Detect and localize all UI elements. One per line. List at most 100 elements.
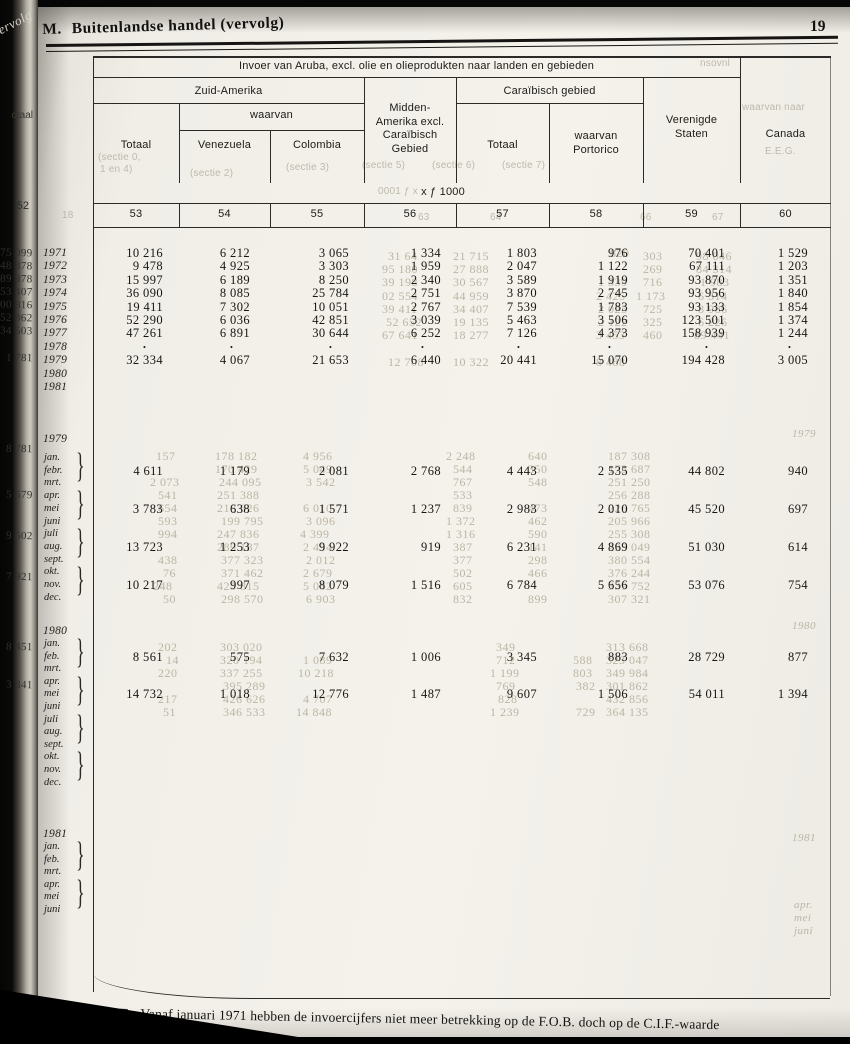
- spine-fragment: 48 878: [0, 259, 34, 273]
- year-label: 1973: [43, 273, 68, 286]
- data-cell: 1 351: [777, 272, 808, 287]
- data-cell: 8 085: [219, 286, 250, 301]
- data-cell: 1 516: [410, 578, 441, 592]
- month-label: nov.: [44, 764, 62, 775]
- bleedthrough-text: 588: [573, 653, 593, 667]
- bleedthrough-text: 2 679: [303, 566, 333, 580]
- data-cell: 3 005: [777, 353, 808, 368]
- table-line: [270, 203, 272, 227]
- year-label: 1974: [43, 287, 68, 300]
- bleedthrough-text: 67 641: [382, 328, 418, 342]
- year-label: 1981: [43, 381, 68, 393]
- bleedthrough-text: 313 668: [606, 640, 649, 654]
- bleedthrough-text: nsovnl: [700, 58, 731, 69]
- col-header-colombia: Colombia: [292, 139, 342, 151]
- bleedthrough-text: 548: [528, 475, 548, 489]
- bleedthrough-text: 244 095: [219, 475, 262, 489]
- spine-fragment: 8 781: [6, 442, 34, 456]
- bleedthrough-text: 899: [528, 592, 548, 606]
- month-label: jan.: [44, 638, 61, 649]
- data-cell: 93 870: [688, 272, 725, 287]
- group-zuid-amerika: Zuid-Amerika: [194, 85, 263, 97]
- bleedthrough-text: 1 339: [598, 275, 628, 289]
- bleedthrough-text: 803: [573, 666, 593, 680]
- bleedthrough-text: 767: [453, 475, 473, 489]
- bleedthrough-text: 395 289: [223, 679, 266, 693]
- month-label: jan.: [44, 841, 61, 852]
- data-cell: 15 997: [126, 272, 163, 287]
- col-number-54: 54: [218, 208, 231, 220]
- data-cell: 9 922: [318, 539, 349, 554]
- bleedthrough-text: (sectie 0,: [98, 152, 141, 163]
- bleedthrough-text: 1 199: [490, 666, 520, 680]
- bleedthrough-text: 4 956: [303, 449, 333, 463]
- data-cell: 70 401: [688, 246, 725, 260]
- data-cell: 45 520: [688, 501, 725, 516]
- data-cell: 1 529: [777, 246, 808, 260]
- bleedthrough-text: 298: [528, 553, 548, 567]
- spine-column-number: 52: [16, 200, 29, 212]
- data-cell: 7 302: [219, 299, 250, 314]
- bleedthrough-text: 320 194: [220, 653, 263, 667]
- bleedthrough-text: 1979: [792, 428, 816, 440]
- data-cell: 3 589: [506, 272, 537, 287]
- placeholder-dot: ·: [229, 339, 234, 354]
- bleedthrough-text: 251 250: [608, 475, 651, 489]
- bleedthrough-text: 1 372: [446, 514, 476, 528]
- data-cell: 32 334: [126, 353, 163, 368]
- data-cell: 919: [421, 539, 441, 554]
- spine-fragment: 5 579: [6, 488, 34, 502]
- data-cell: 697: [788, 501, 808, 516]
- data-cell: 1 803: [506, 246, 537, 260]
- data-cell: 42 851: [312, 313, 349, 327]
- section-year-label: 1981: [43, 828, 68, 840]
- bleedthrough-text: 2 122: [598, 315, 628, 329]
- bleedthrough-text: 5 049: [303, 462, 333, 476]
- table-line: [643, 203, 645, 227]
- page-number: 19: [810, 18, 826, 35]
- month-label: juli: [44, 528, 59, 540]
- data-cell: 10 051: [312, 299, 349, 314]
- data-cell: 1 179: [219, 463, 250, 478]
- bleedthrough-text: mei: [794, 912, 812, 924]
- month-label: juni: [44, 904, 61, 915]
- data-cell: 12 776: [312, 687, 349, 702]
- col-number-57: 57: [496, 208, 509, 220]
- table-line: [93, 56, 831, 58]
- bleedthrough-text: 76: [163, 566, 176, 580]
- bleedthrough-text: 1 239: [490, 705, 520, 719]
- month-label: sept.: [44, 553, 64, 565]
- table-line: [93, 227, 831, 229]
- section-year-label: 1980: [43, 625, 68, 637]
- bleedthrough-text: waarvan naar: [742, 102, 805, 113]
- col-number-56: 56: [403, 208, 417, 220]
- bleedthrough-text: 217: [158, 692, 178, 706]
- spine-fragment: 7 921: [6, 570, 34, 584]
- data-cell: 2 767: [410, 299, 441, 314]
- month-label: mrt.: [44, 866, 62, 878]
- bleedthrough-text: (sectie 3): [286, 162, 330, 173]
- bleedthrough-text: 89 441: [694, 328, 730, 342]
- bleedthrough-text: 502: [453, 566, 473, 580]
- year-label: 1977: [43, 327, 68, 340]
- month-group-brace: }: [76, 710, 85, 749]
- month-label: febr.: [44, 464, 63, 476]
- data-cell: 54 011: [688, 687, 725, 702]
- bleedthrough-text: 377 323: [221, 553, 264, 567]
- col-header-totaal-za: Totaal: [120, 139, 152, 151]
- bleedthrough-text: 30 567: [453, 275, 489, 289]
- bleedthrough-text: 18 277: [453, 328, 489, 342]
- data-cell: 6 036: [219, 313, 250, 327]
- bleedthrough-text: 2 248: [446, 449, 476, 463]
- data-cell: 1 237: [410, 501, 441, 516]
- bleedthrough-text: 8 986: [698, 302, 728, 316]
- data-cell: 9 607: [506, 687, 537, 702]
- bleedthrough-text: 605: [453, 579, 473, 593]
- bleedthrough-text: 426 626: [223, 692, 266, 706]
- data-cell: 2 047: [506, 259, 537, 274]
- bleedthrough-text: 376 244: [608, 566, 651, 580]
- table-line: [93, 56, 95, 992]
- data-cell: 2 768: [410, 463, 441, 478]
- bleedthrough-text: 202: [158, 640, 178, 654]
